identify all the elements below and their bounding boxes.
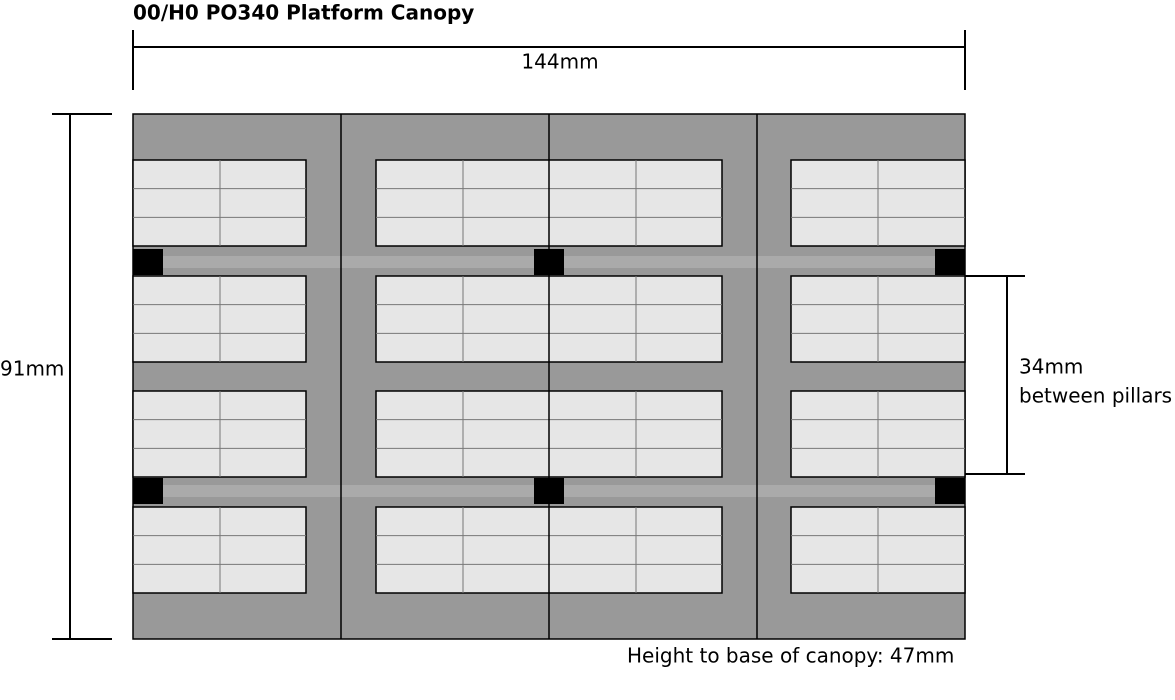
pillar bbox=[133, 249, 163, 275]
pillar bbox=[133, 478, 163, 504]
dimension-lines bbox=[52, 30, 1025, 640]
width-label: 144mm bbox=[521, 50, 598, 74]
pillar bbox=[534, 249, 564, 275]
title: 00/H0 PO340 Platform Canopy bbox=[133, 1, 474, 25]
canopy bbox=[132, 113, 966, 640]
depth-label: 91mm bbox=[0, 357, 64, 381]
spacing-note: between pillars bbox=[1019, 384, 1172, 408]
pillar bbox=[534, 478, 564, 504]
pillar bbox=[935, 249, 965, 275]
pillar bbox=[935, 478, 965, 504]
footer: Height to base of canopy: 47mm bbox=[627, 644, 954, 668]
spacing-label: 34mm bbox=[1019, 355, 1083, 379]
